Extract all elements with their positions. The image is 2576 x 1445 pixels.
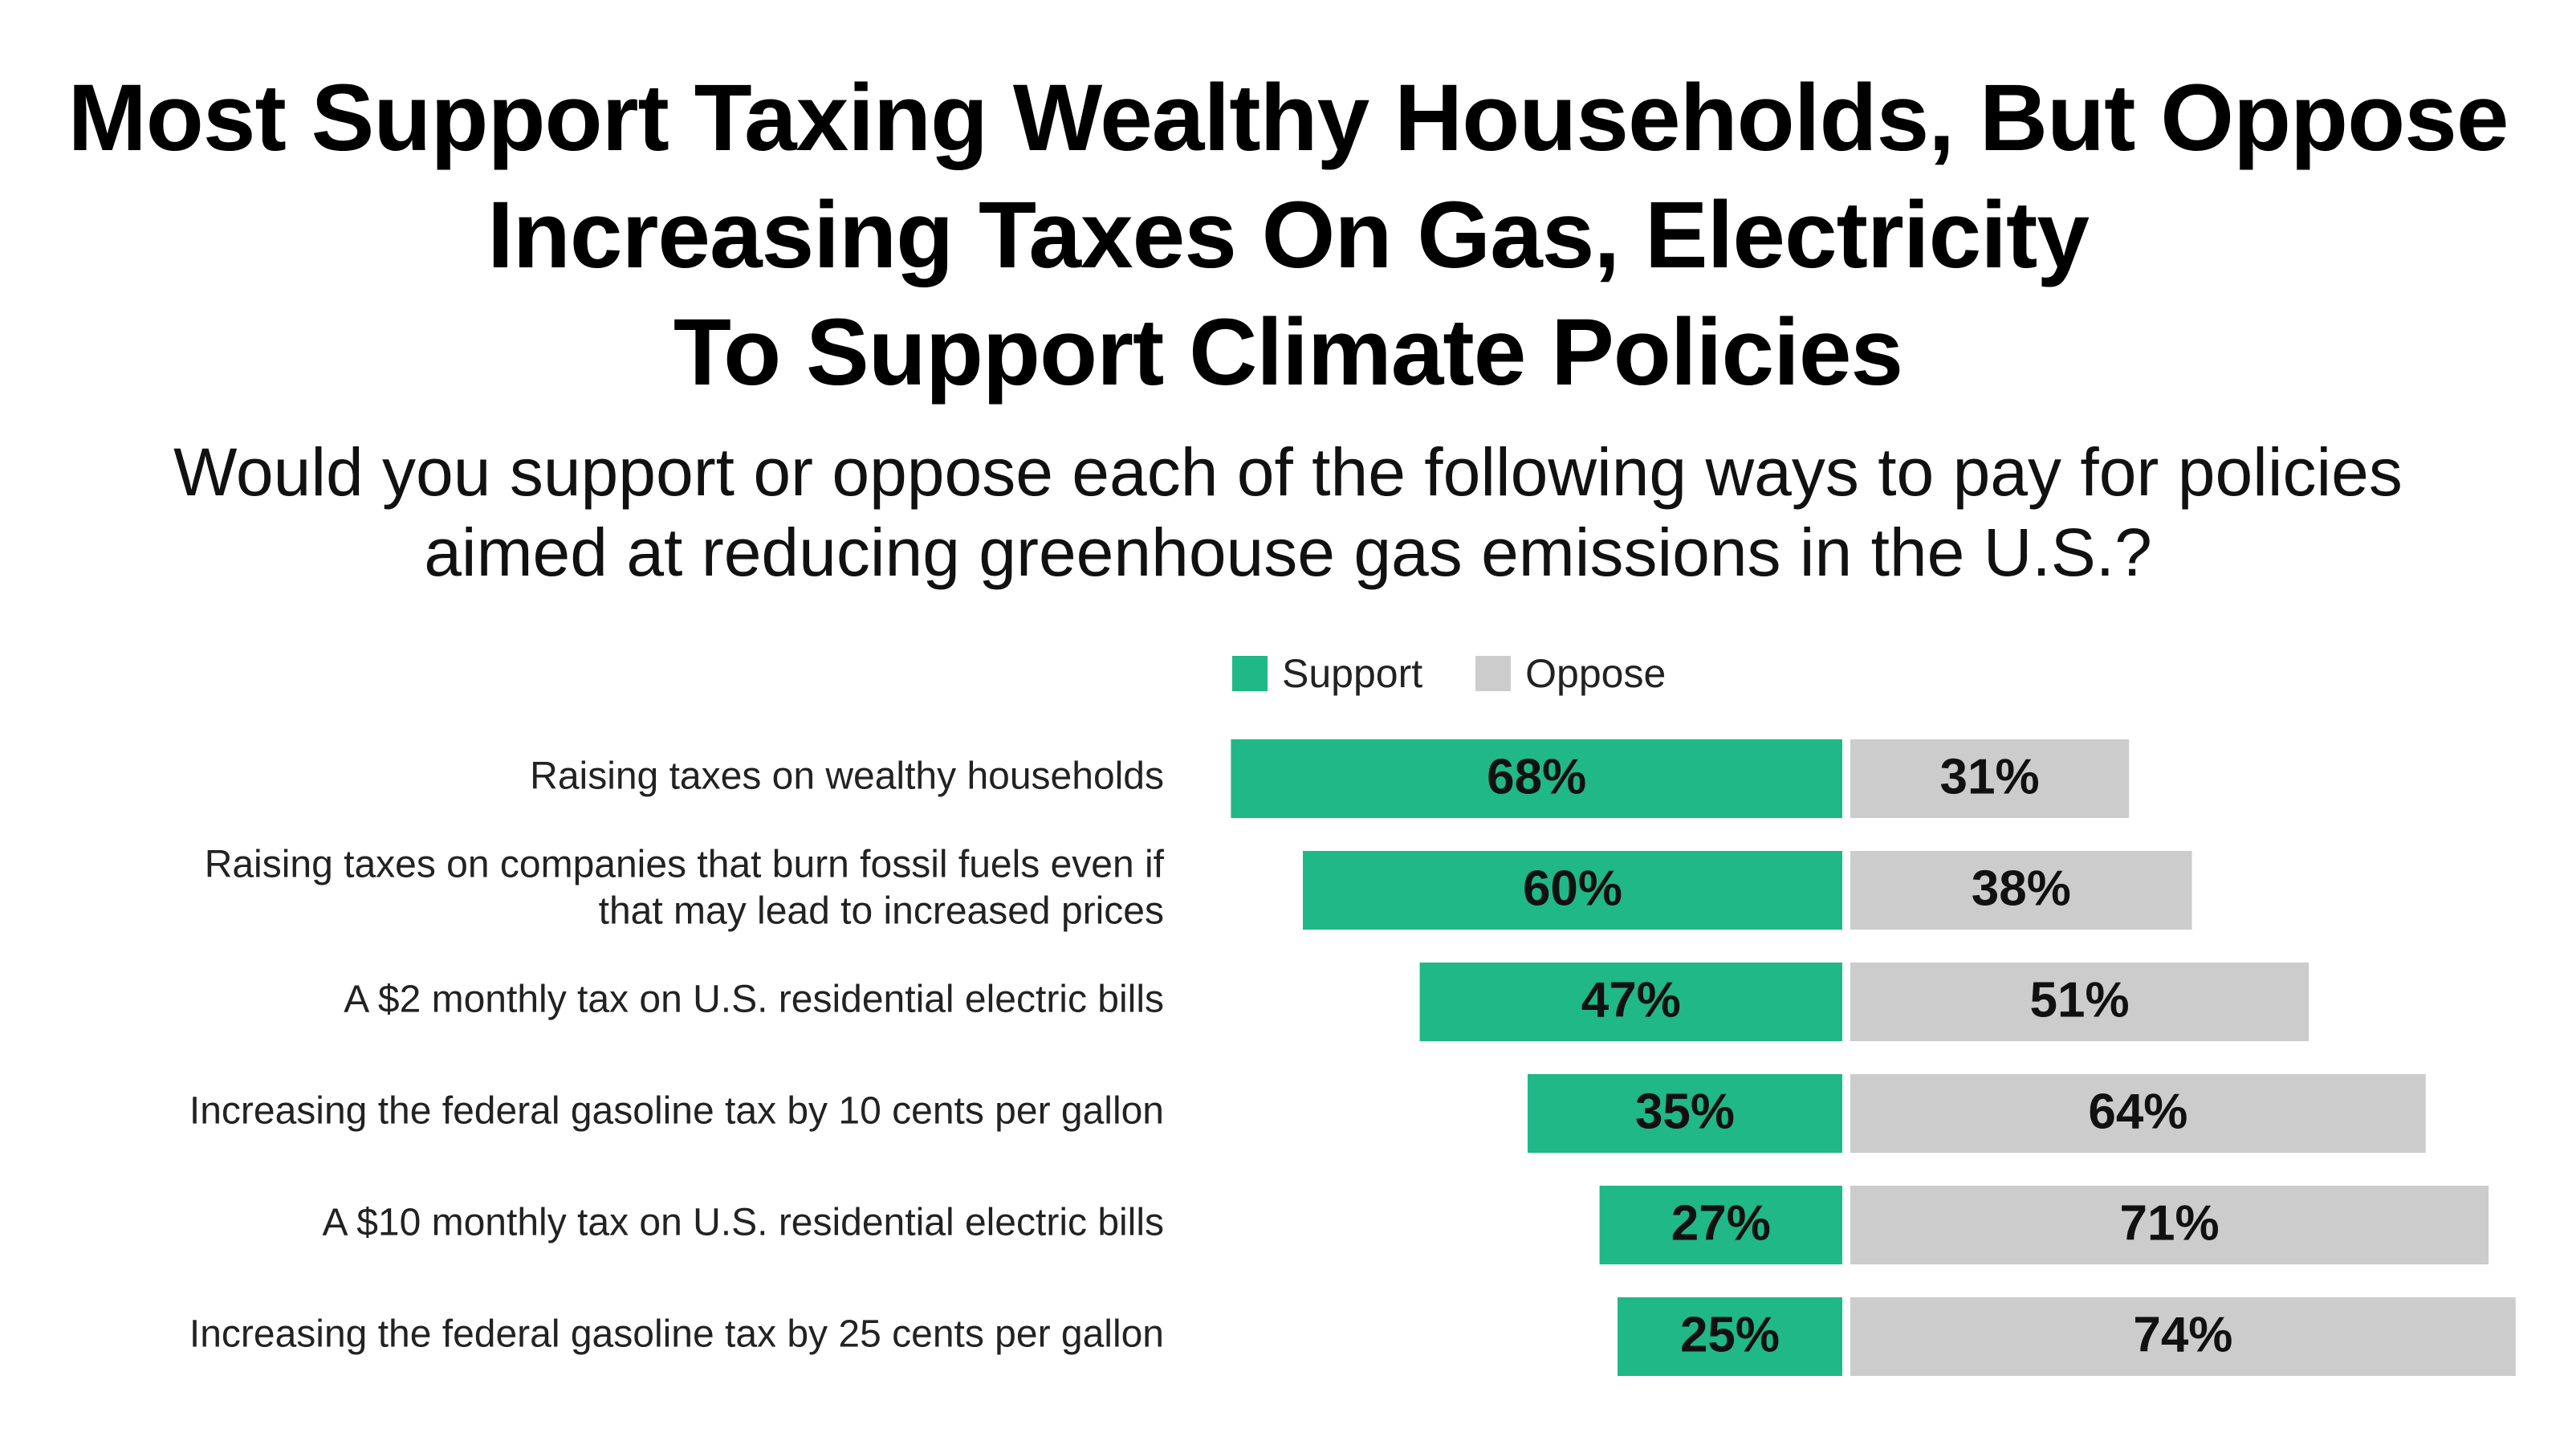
chart-legend: Support Oppose: [1232, 645, 1719, 702]
bar-oppose-2: [1850, 851, 2192, 930]
value-label-support-6: 25%: [1680, 1307, 1780, 1362]
legend-swatch-support: [1232, 656, 1268, 691]
value-label-oppose-1: 31%: [1940, 749, 2040, 804]
value-label-oppose-2: 38%: [1972, 861, 2071, 916]
subtitle-line-2: aimed at reducing greenhouse gas emissio…: [424, 515, 2152, 590]
value-label-support-2: 60%: [1523, 861, 1622, 916]
value-label-oppose-5: 71%: [2120, 1195, 2220, 1251]
bar-support-5: [1599, 1186, 1842, 1264]
legend-item-support: Support: [1232, 650, 1422, 697]
title-line-2: Increasing Taxes On Gas, Electricity: [487, 182, 2090, 288]
chart-title: Most Support Taxing Wealthy Households, …: [0, 59, 2576, 411]
legend-label-support: Support: [1282, 651, 1423, 696]
category-label-2-line-1: Raising taxes on companies that burn fos…: [205, 844, 1165, 886]
category-label-4: Increasing the federal gasoline tax by 1…: [189, 1090, 1164, 1133]
bar-support-1: [1231, 739, 1842, 818]
value-label-oppose-4: 64%: [2088, 1084, 2187, 1139]
subtitle-line-1: Would you support or oppose each of the …: [173, 434, 2403, 510]
value-label-oppose-3: 51%: [2030, 972, 2130, 1028]
bar-support-4: [1528, 1074, 1842, 1153]
value-label-support-5: 27%: [1671, 1195, 1771, 1251]
legend-swatch-oppose: [1475, 656, 1512, 691]
legend-item-oppose: Oppose: [1475, 650, 1666, 697]
value-label-support-1: 68%: [1487, 749, 1586, 804]
chart-subtitle: Would you support or oppose each of the …: [0, 432, 2576, 592]
bar-oppose-6: [1850, 1297, 2516, 1376]
legend-label-oppose: Oppose: [1525, 651, 1666, 696]
bar-oppose-5: [1850, 1186, 2489, 1264]
bar-oppose-1: [1850, 739, 2130, 818]
value-label-support-3: 47%: [1581, 972, 1681, 1028]
bar-oppose-4: [1850, 1074, 2426, 1153]
bar-oppose-3: [1850, 963, 2309, 1041]
title-line-1: Most Support Taxing Wealthy Households, …: [67, 65, 2509, 171]
bar-support-2: [1303, 851, 1842, 930]
category-label-5: A $10 monthly tax on U.S. residential el…: [323, 1202, 1165, 1244]
category-label-2-line-2: that may lead to increased prices: [599, 890, 1164, 933]
title-line-3: To Support Climate Policies: [673, 299, 1903, 405]
category-label-3: A $2 monthly tax on U.S. residential ele…: [344, 979, 1164, 1021]
bar-support-3: [1419, 963, 1842, 1041]
value-label-oppose-6: 74%: [2133, 1307, 2232, 1362]
category-label-6: Increasing the federal gasoline tax by 2…: [189, 1313, 1164, 1356]
bar-support-6: [1618, 1297, 1842, 1376]
category-label-1: Raising taxes on wealthy households: [530, 755, 1164, 798]
value-label-support-4: 35%: [1635, 1084, 1735, 1139]
